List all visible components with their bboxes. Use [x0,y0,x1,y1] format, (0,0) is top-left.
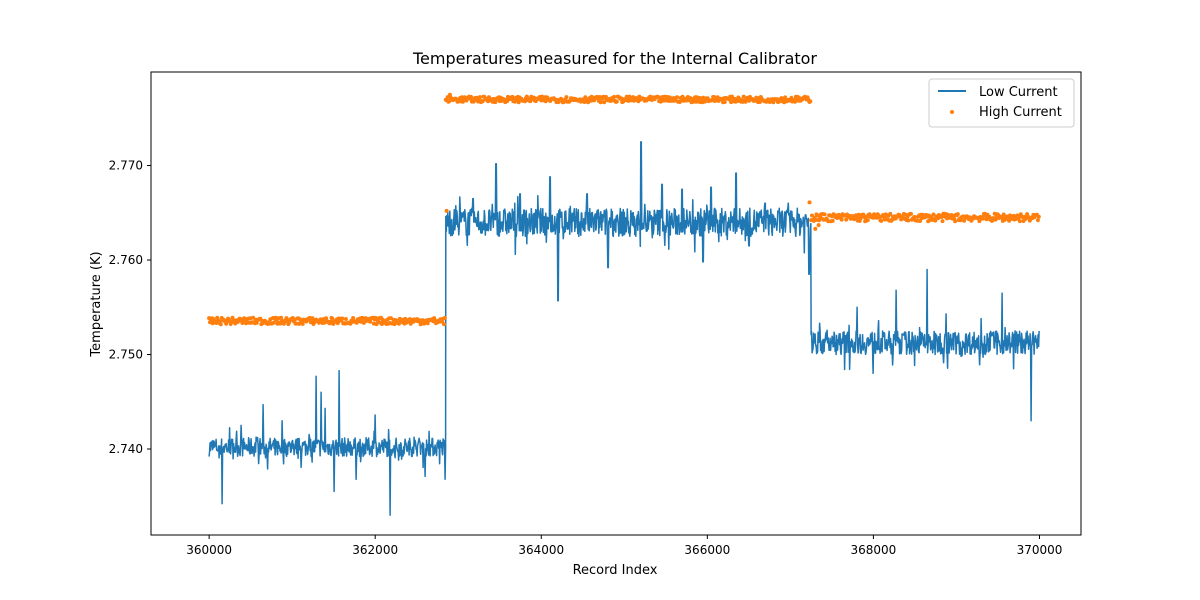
high-current-point [863,219,868,224]
high-current-point [1017,219,1022,224]
high-current-point [330,316,335,321]
high-current-point [284,316,289,321]
high-current-point [442,322,446,327]
high-current-point [240,321,245,325]
high-current-point [675,95,680,100]
high-current-point [340,316,345,321]
high-current-point [816,223,821,228]
high-current-point [602,100,607,105]
y-tick-label: 2.770 [109,159,143,173]
high-current-point [614,99,619,104]
legend-marker-high-current [950,110,954,114]
high-current-point [444,208,449,213]
high-current-point [712,95,716,99]
high-current-point [1035,218,1040,223]
high-current-point [807,200,812,205]
high-current-point [310,316,315,321]
x-tick-label: 360000 [186,543,232,557]
high-current-point [254,320,259,325]
high-current-point [771,100,776,105]
high-current-point [955,212,960,217]
high-current-point [447,92,452,97]
high-current-point [999,215,1004,220]
high-current-point [442,315,447,320]
chart-title: Temperatures measured for the Internal C… [412,49,817,68]
high-current-point [469,94,473,99]
high-current-point [612,94,617,99]
high-current-point [722,100,727,104]
high-current-point [909,211,913,216]
high-current-point [839,217,844,222]
high-current-point [813,226,818,231]
high-current-point [589,94,594,99]
high-current-point [958,218,963,223]
legend-label-low-current: Low Current [979,85,1058,100]
y-tick-label: 2.740 [109,442,143,456]
high-current-point [328,319,333,324]
x-axis: 360000 362000 364000 366000 368000 370000 [186,535,1062,557]
high-current-point [793,99,797,104]
high-current-point [368,319,373,324]
series-layer [207,92,1041,516]
high-current-point [516,100,521,105]
high-current-point [425,321,430,326]
high-current-point [953,219,958,224]
high-current-point [888,211,893,216]
high-current-point [667,95,672,100]
legend-label-high-current: High Current [979,105,1062,120]
high-current-point [830,218,835,223]
high-current-point [271,320,276,325]
x-tick-label: 368000 [851,543,897,557]
high-current-point [478,95,482,100]
low-current-line [208,141,1040,516]
x-tick-label: 362000 [352,543,398,557]
y-axis: 2.740 2.750 2.760 2.770 [109,159,151,456]
high-current-point [906,218,911,223]
series-low-current [208,141,1040,516]
y-axis-label: Temperature (K) [89,251,104,357]
high-current-point [397,321,401,326]
plot-frame [150,71,1082,536]
high-current-point [808,99,813,104]
high-current-point [351,316,356,320]
high-current-point [939,215,944,219]
high-current-point [981,216,985,221]
y-tick-label: 2.750 [109,348,143,362]
x-tick-label: 370000 [1017,543,1063,557]
high-current-point [810,213,814,218]
x-tick-label: 364000 [518,543,564,557]
high-current-point [940,219,945,224]
high-current-point [564,95,569,100]
high-current-point [598,100,603,105]
x-axis-label: Record Index [573,563,658,578]
high-current-point [510,94,515,99]
legend: Low Current High Current [928,78,1075,128]
high-current-point [1036,214,1041,219]
high-current-point [583,95,588,100]
high-current-point [962,218,967,223]
x-tick-label: 366000 [684,543,730,557]
high-current-point [822,212,827,217]
high-current-point [912,214,917,219]
high-current-point [420,318,425,323]
high-current-point [879,218,884,223]
high-current-point [480,99,485,104]
high-current-point [300,321,305,326]
high-current-point [343,317,348,321]
high-current-point [218,322,223,327]
y-tick-label: 2.760 [109,253,143,267]
series-high-current [207,92,1041,327]
